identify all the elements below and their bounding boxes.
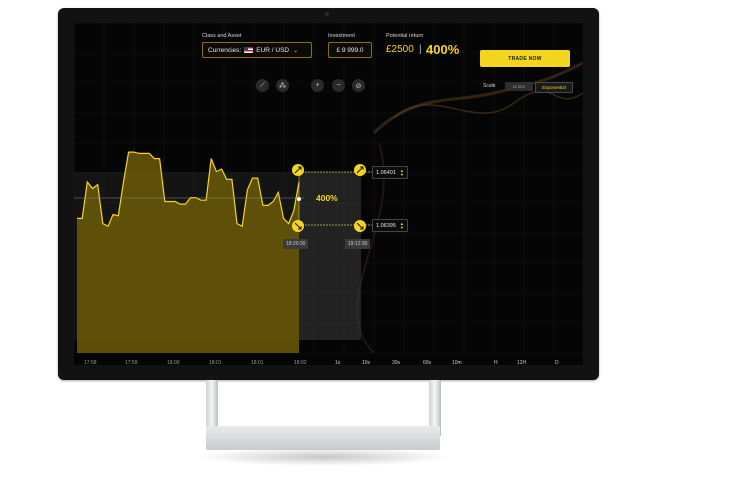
time-label: 18:02: [294, 360, 307, 365]
decorative-swirl: [393, 90, 583, 119]
current-point: [297, 197, 301, 201]
chevron-down-icon: ⌄: [293, 47, 299, 54]
potential-return-label: Potential return: [386, 33, 424, 39]
chart-line: [77, 151, 300, 228]
interval-30s[interactable]: 30s: [392, 360, 401, 365]
return-separator: |: [419, 44, 422, 55]
base-shadow: [196, 448, 452, 466]
time-label: 17:59: [125, 360, 138, 365]
trade-percent: 400%: [316, 193, 338, 203]
class-asset-label: Class and Asset: [202, 33, 242, 39]
start-time-tag: 18:20:30: [283, 239, 309, 249]
monitor: Class and Asset Currencies: EUR / USD ⌄ …: [58, 8, 599, 380]
scale-linear-button[interactable]: Linear: [505, 82, 533, 91]
chart-area: [77, 152, 299, 353]
time-label: 18:01: [209, 360, 222, 365]
monitor-stand: [206, 380, 218, 436]
return-percent: 400%: [426, 42, 460, 57]
lower-left-handle: [292, 220, 304, 232]
time-label: 18:00: [167, 360, 180, 365]
decorative-swirl: [372, 61, 583, 135]
investment-field[interactable]: £ 9 999.0: [328, 42, 372, 58]
price-chart: [74, 23, 583, 354]
lower-price-value: 1.06395: [376, 222, 396, 229]
monitor-stand: [429, 380, 441, 436]
scale-label: Scale: [483, 83, 496, 89]
scale-exponential-button[interactable]: Exponential: [535, 82, 573, 93]
reset-icon[interactable]: ⊘: [352, 79, 365, 92]
camera: [325, 12, 329, 16]
trade-now-button[interactable]: TRADE NOW: [480, 50, 570, 67]
interval-h[interactable]: H: [494, 360, 498, 365]
us-flag-icon: [244, 47, 254, 53]
trading-screen: Class and Asset Currencies: EUR / USD ⌄ …: [74, 23, 583, 365]
interval-d[interactable]: D: [555, 360, 559, 365]
upper-right-handle: [354, 164, 366, 176]
monitor-base: [206, 426, 440, 450]
zoom-in-icon[interactable]: +: [311, 79, 324, 92]
interval-60s[interactable]: 60s: [423, 360, 432, 365]
end-time-tag: 19:12:30: [345, 239, 371, 249]
interval-12h[interactable]: 12H: [517, 360, 527, 365]
interval-10s[interactable]: 10s: [362, 360, 371, 365]
asset-value: EUR / USD: [256, 46, 290, 54]
interval-10m[interactable]: 10m: [452, 360, 462, 365]
lower-price-box[interactable]: 1.06395 ▲ ▼: [372, 219, 408, 232]
line-chart-icon[interactable]: ⟋: [256, 79, 269, 92]
currencies-label: Currencies:: [208, 46, 242, 54]
stepper-arrows-icon[interactable]: ▲ ▼: [399, 167, 404, 177]
interval-1s[interactable]: 1s: [335, 360, 341, 365]
asset-selector[interactable]: Currencies: EUR / USD ⌄: [202, 42, 312, 58]
forecast-zone: [299, 172, 361, 340]
upper-left-handle: [292, 164, 304, 176]
time-label: 17:58: [84, 360, 97, 365]
candlestick-icon[interactable]: ⁂: [276, 79, 289, 92]
time-label: 18:01: [251, 360, 264, 365]
zoom-out-icon[interactable]: −: [332, 79, 345, 92]
upper-price-box[interactable]: 1.06401 ▲ ▼: [372, 166, 408, 179]
return-amount: £2500: [386, 44, 414, 55]
lower-right-handle: [354, 220, 366, 232]
stepper-arrows-icon[interactable]: ▲ ▼: [399, 220, 404, 230]
upper-price-value: 1.06401: [376, 169, 396, 176]
investment-label: Investment: [328, 33, 355, 39]
